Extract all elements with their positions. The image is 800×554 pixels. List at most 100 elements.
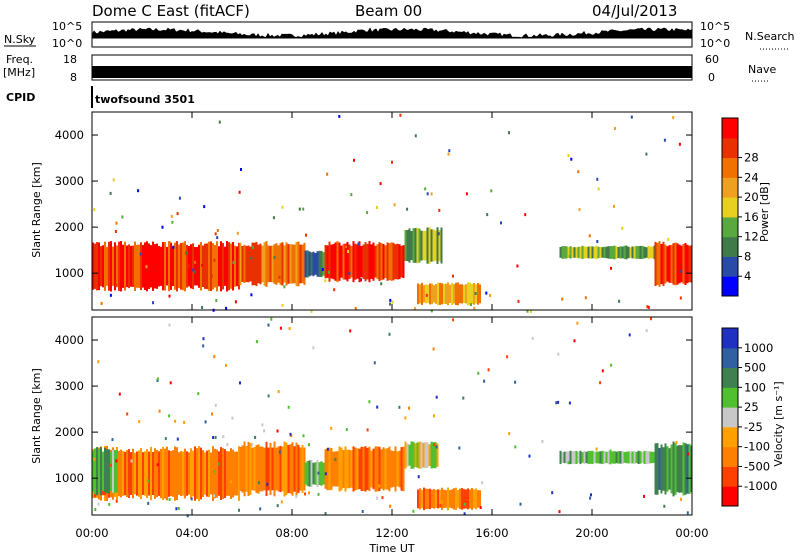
colorbar-tick-label: 24 (744, 170, 759, 184)
data-cell (216, 449, 218, 498)
data-speckle (590, 493, 592, 497)
data-cell (396, 451, 399, 487)
nsky-label: N.Sky (4, 33, 36, 46)
data-cell (613, 245, 616, 260)
data-cell (670, 444, 673, 494)
data-cell (238, 242, 240, 290)
data-speckle (266, 482, 269, 486)
data-speckle (628, 333, 631, 337)
data-cell (102, 451, 104, 491)
data-cell (404, 230, 407, 261)
data-cell (436, 443, 439, 467)
data-speckle (433, 443, 436, 447)
data-cell (350, 450, 353, 488)
velocity-colorbar: -1000 -500 -100 -25 25 100 500 1000 (721, 327, 777, 507)
data-cell (676, 445, 679, 493)
data-speckle (643, 494, 645, 498)
data-speckle (645, 329, 648, 333)
data-cell (208, 449, 210, 498)
data-speckle (357, 242, 360, 246)
data-cell (283, 441, 286, 497)
data-cell (287, 244, 290, 284)
data-cell (210, 452, 212, 495)
data-cell (479, 284, 481, 304)
data-cell (128, 244, 130, 289)
data-cell (132, 448, 134, 499)
data-speckle (168, 323, 171, 327)
data-cell (285, 242, 288, 286)
data-cell (414, 443, 417, 467)
data-cell (150, 446, 152, 501)
data-cell (445, 490, 447, 508)
data-cell (314, 462, 317, 485)
data-speckle (561, 297, 564, 301)
data-speckle (97, 360, 100, 364)
data-cell (429, 488, 431, 510)
data-cell (370, 450, 373, 488)
data-cell (308, 460, 311, 487)
data-cell (641, 245, 644, 259)
data-cell (200, 447, 202, 500)
data-cell (656, 443, 659, 495)
data-cell (259, 243, 262, 285)
data-cell (100, 447, 102, 496)
data-cell (561, 246, 564, 259)
data-cell (114, 449, 116, 493)
data-cell (326, 245, 329, 278)
data-cell (273, 244, 276, 284)
data-cell (427, 488, 429, 509)
data-cell (635, 451, 638, 463)
data-cell (267, 245, 270, 283)
data-speckle (186, 514, 189, 518)
colorbar-swatch (722, 367, 738, 388)
power-ylabel: Slant Range [km] (30, 162, 43, 258)
data-speckle (109, 191, 112, 195)
data-cell (122, 244, 124, 288)
data-speckle (465, 192, 468, 196)
data-cell (232, 449, 234, 498)
data-speckle (100, 301, 103, 305)
data-cell (172, 246, 174, 286)
data-speckle (236, 231, 239, 235)
data-speckle (97, 502, 100, 506)
data-speckle (108, 502, 111, 506)
data-cell (645, 247, 648, 258)
data-cell (362, 244, 365, 279)
power-panel: 1000 2000 3000 4000 Slant Range [km] 4 8 12 16… (30, 111, 771, 313)
data-cell (406, 230, 409, 262)
data-speckle (650, 317, 652, 321)
data-cell (649, 246, 652, 259)
data-cell (386, 242, 389, 281)
data-speckle (588, 454, 591, 458)
data-cell (417, 489, 419, 509)
nave-tick-top: 60 (705, 53, 719, 66)
data-speckle (168, 498, 171, 501)
data-cell (563, 246, 566, 259)
data-cell (136, 244, 138, 288)
data-cell (104, 447, 106, 495)
data-cell (156, 449, 158, 498)
data-speckle (508, 432, 511, 436)
data-speckle (211, 412, 213, 416)
data-speckle (399, 113, 402, 117)
data-speckle (321, 268, 324, 271)
data-cell (457, 282, 459, 306)
colorbar-swatch (722, 328, 738, 349)
data-speckle (430, 192, 433, 196)
data-cell (621, 450, 624, 464)
data-speckle (168, 294, 171, 298)
data-speckle (435, 395, 438, 399)
data-cell (314, 253, 317, 275)
data-speckle (479, 506, 482, 509)
xlabel: Time UT (368, 542, 414, 554)
data-cell (408, 228, 411, 263)
data-speckle (214, 436, 217, 439)
data-cell (575, 451, 578, 464)
data-cell (178, 244, 180, 289)
data-speckle (663, 138, 666, 142)
data-cell (412, 441, 415, 469)
data-cell (441, 283, 443, 305)
data-cell (352, 241, 355, 283)
data-cell (631, 451, 634, 464)
data-cell (579, 246, 582, 259)
